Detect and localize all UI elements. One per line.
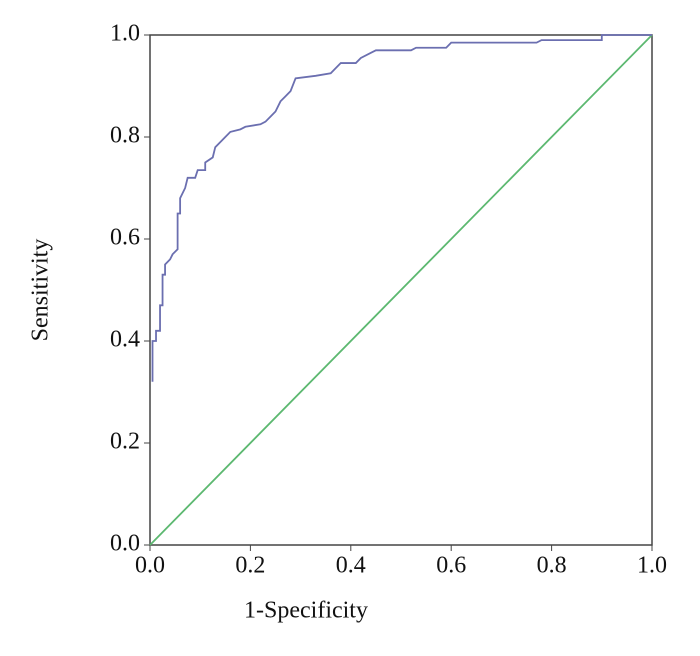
line-series — [149, 34, 653, 546]
y-tick-label: 0.2 — [110, 429, 140, 455]
x-axis-label: 1-Specificity — [244, 598, 368, 624]
x-tick-label: 0.2 — [235, 553, 265, 579]
line-series — [151, 34, 652, 382]
y-tick-label: 0.4 — [110, 327, 140, 353]
y-axis-label: Sensitivity — [28, 239, 54, 342]
x-tick-label: 0.0 — [135, 553, 165, 579]
x-tick-label: 1.0 — [637, 553, 667, 579]
x-tick-label: 0.4 — [336, 553, 366, 579]
plot-frame — [149, 34, 653, 546]
y-tick-label: 0.8 — [110, 123, 140, 149]
y-tick-label: 0.6 — [110, 225, 140, 251]
y-tick-label: 1.0 — [110, 21, 140, 47]
x-tick-label: 0.6 — [436, 553, 466, 579]
y-tick-label: 0.0 — [110, 531, 140, 557]
x-tick-label: 0.8 — [537, 553, 567, 579]
